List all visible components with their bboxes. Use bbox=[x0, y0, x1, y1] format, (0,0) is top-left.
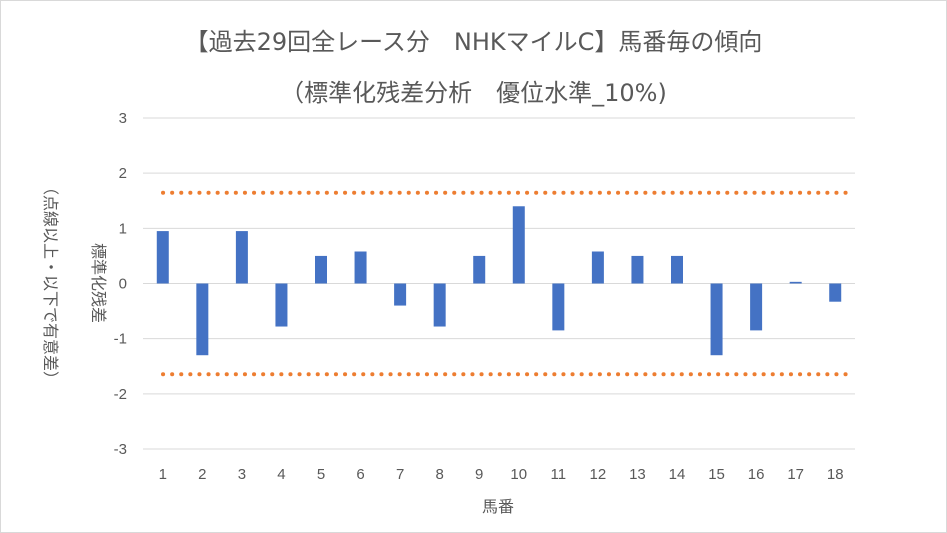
bar-11 bbox=[552, 283, 565, 331]
bar-7 bbox=[394, 283, 407, 306]
x-tick-label: 12 bbox=[590, 466, 607, 483]
x-tick-label: 13 bbox=[629, 466, 646, 483]
y-axis-label: 標準化残差 bbox=[89, 243, 108, 323]
threshold-lines bbox=[161, 190, 853, 377]
x-tick-label: 11 bbox=[551, 466, 567, 483]
chart-title: 【過去29回全レース分 NHKマイルC】馬番毎の傾向 bbox=[184, 28, 763, 56]
bar-4 bbox=[275, 283, 288, 327]
x-tick-label: 1 bbox=[159, 466, 167, 483]
bar-1 bbox=[156, 231, 169, 284]
y-tick-label: 3 bbox=[119, 110, 127, 127]
x-tick-label: 15 bbox=[708, 466, 725, 483]
bar-8 bbox=[433, 283, 446, 327]
bar-18 bbox=[829, 283, 842, 302]
x-axis-ticks: 1 2 3 4 5 6 7 8 9 10 11 12 13 14 15 16 17 18 bbox=[159, 466, 844, 483]
y-tick-label: 1 bbox=[119, 220, 127, 237]
bar-6 bbox=[354, 251, 367, 284]
x-tick-label: 4 bbox=[277, 466, 285, 483]
y-tick-label: -3 bbox=[114, 441, 127, 458]
x-tick-label: 7 bbox=[396, 466, 404, 483]
bar-5 bbox=[315, 255, 327, 284]
bar-12 bbox=[591, 251, 604, 284]
y-tick-label: 0 bbox=[119, 276, 127, 293]
bar-2 bbox=[196, 283, 209, 356]
x-tick-label: 10 bbox=[510, 466, 527, 483]
x-tick-label: 9 bbox=[475, 466, 483, 483]
bar-16 bbox=[750, 283, 763, 331]
y-tick-label: -1 bbox=[114, 331, 127, 348]
bar-15 bbox=[710, 283, 723, 356]
x-tick-label: 3 bbox=[238, 466, 246, 483]
x-tick-label: 18 bbox=[827, 466, 844, 483]
gridlines bbox=[143, 117, 855, 450]
x-tick-label: 2 bbox=[198, 466, 206, 483]
y-axis-ticks: 3 2 1 0 -1 -2 -3 bbox=[114, 110, 127, 458]
bar-10 bbox=[512, 206, 525, 284]
chart-subtitle: （標準化残差分析 優位水準_10%) bbox=[280, 79, 667, 107]
bar-9 bbox=[473, 255, 486, 284]
bar-13 bbox=[631, 255, 644, 284]
x-tick-label: 5 bbox=[317, 466, 325, 483]
y-tick-label: -2 bbox=[114, 386, 127, 403]
y-axis-note: （点線以上・以下で有意差） bbox=[41, 179, 60, 387]
bar-3 bbox=[235, 231, 248, 284]
bars bbox=[156, 206, 842, 356]
x-axis-label: 馬番 bbox=[482, 497, 514, 516]
x-tick-label: 17 bbox=[787, 466, 804, 483]
x-tick-label: 16 bbox=[748, 466, 765, 483]
x-tick-label: 6 bbox=[356, 466, 364, 483]
bar-17 bbox=[789, 281, 802, 284]
bar-14 bbox=[671, 255, 683, 284]
y-tick-label: 2 bbox=[119, 165, 127, 182]
x-tick-label: 8 bbox=[435, 466, 443, 483]
x-tick-label: 14 bbox=[669, 466, 686, 483]
